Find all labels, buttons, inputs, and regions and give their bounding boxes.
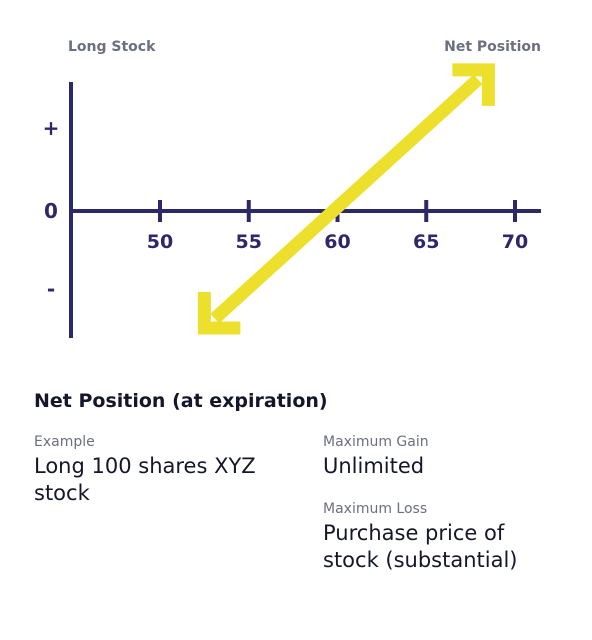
- x-tick-label: 55: [236, 231, 262, 253]
- max-loss-value: Purchase price of stock (substantial): [323, 521, 518, 572]
- y-tick-label: +: [43, 116, 60, 140]
- y-ticks: +0 -: [43, 116, 60, 301]
- x-tick-label: 70: [502, 231, 528, 253]
- max-gain-value: Unlimited: [323, 454, 425, 478]
- arrowhead-up: [452, 63, 495, 106]
- x-ticks: 50 55 60 65 70: [147, 200, 528, 253]
- axes: [69, 82, 541, 338]
- max-loss-label: Maximum Loss: [323, 501, 428, 517]
- arrowhead-down: [197, 292, 241, 335]
- max-gain-label: Maximum Gain: [323, 434, 429, 450]
- example-label: Example: [34, 434, 95, 450]
- x-tick-label: 65: [413, 231, 439, 253]
- net-position-line: [210, 74, 483, 324]
- payoff-chart: Long Stock Net Position 50 55 60 65 70 +0 -: [43, 39, 541, 338]
- series-layer: [197, 63, 495, 335]
- legend-label: Net Position: [444, 39, 541, 55]
- x-tick-label: 60: [324, 231, 350, 253]
- example-value: Long 100 shares XYZ stock: [34, 454, 256, 505]
- y-tick-label: 0: [44, 199, 58, 223]
- x-tick-label: 50: [147, 231, 173, 253]
- y-tick-label: -: [47, 277, 55, 301]
- chart-title: Long Stock: [68, 39, 156, 55]
- section-title: Net Position (at expiration): [34, 390, 328, 412]
